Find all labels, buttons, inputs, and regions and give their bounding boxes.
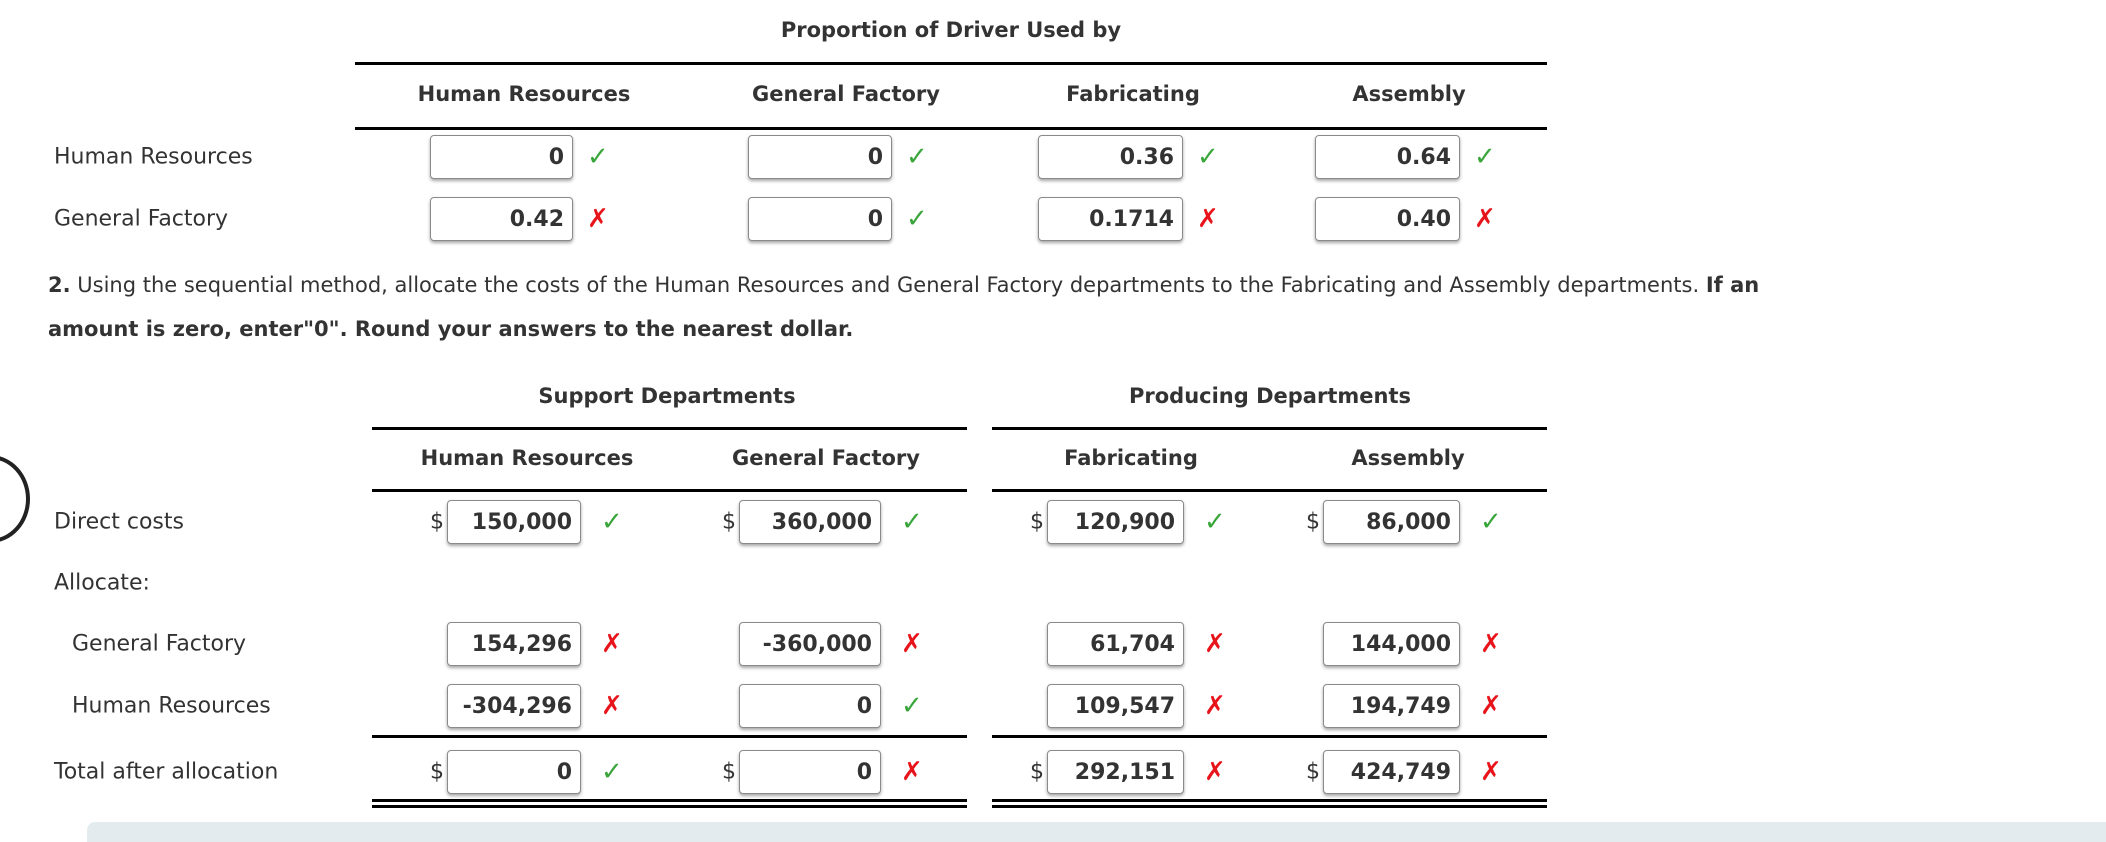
- check-icon: ✓: [1474, 142, 1496, 172]
- question-number: 2.: [48, 273, 71, 297]
- row-label-human-resources: Human Resources: [54, 144, 253, 170]
- amount-input[interactable]: 120,900: [1047, 500, 1184, 544]
- x-icon: ✗: [901, 629, 923, 659]
- column-header-fabricating: Fabricating: [1064, 446, 1198, 470]
- group-support-departments: Support Departments: [538, 384, 796, 408]
- row-label-general-factory: General Factory: [54, 206, 229, 232]
- table1-title: Proportion of Driver Used by: [780, 18, 1122, 42]
- amount-input[interactable]: 61,704: [1047, 622, 1184, 666]
- currency-symbol: $: [722, 759, 736, 785]
- x-icon: ✗: [1204, 691, 1226, 721]
- x-icon: ✗: [601, 629, 623, 659]
- amount-input[interactable]: 150,000: [447, 500, 581, 544]
- check-icon: ✓: [906, 204, 928, 234]
- total-double-rule: [992, 799, 1547, 802]
- column-header-fabricating: Fabricating: [1066, 82, 1200, 106]
- row-label-direct-costs: Direct costs: [54, 509, 184, 535]
- bottom-panel: [87, 822, 2106, 842]
- check-icon: ✓: [587, 142, 609, 172]
- amount-input[interactable]: -304,296: [447, 684, 581, 728]
- amount-input[interactable]: 0: [447, 750, 581, 794]
- total-double-rule: [992, 805, 1547, 808]
- proportion-input[interactable]: 0.40: [1315, 197, 1460, 241]
- x-icon: ✗: [601, 691, 623, 721]
- check-icon: ✓: [901, 507, 923, 537]
- proportion-input[interactable]: 0.36: [1038, 135, 1183, 179]
- divider: [355, 62, 1547, 65]
- x-icon: ✗: [901, 757, 923, 787]
- x-icon: ✗: [1197, 204, 1219, 234]
- row-label-total-after-allocation: Total after allocation: [54, 759, 279, 785]
- row-label-human-resources: Human Resources: [72, 693, 271, 719]
- currency-symbol: $: [1306, 509, 1320, 535]
- amount-input[interactable]: 109,547: [1047, 684, 1184, 728]
- divider: [992, 427, 1547, 430]
- check-icon: ✓: [906, 142, 928, 172]
- check-icon: ✓: [601, 507, 623, 537]
- x-icon: ✗: [1480, 757, 1502, 787]
- amount-input[interactable]: 292,151: [1047, 750, 1184, 794]
- amount-input[interactable]: 154,296: [447, 622, 581, 666]
- group-producing-departments: Producing Departments: [1129, 384, 1411, 408]
- column-header-human-resources: Human Resources: [420, 446, 634, 470]
- column-header-assembly: Assembly: [1352, 82, 1466, 106]
- instructions-line-2: amount is zero, enter"0". Round your ans…: [48, 317, 854, 341]
- divider: [355, 127, 1547, 130]
- proportion-input[interactable]: 0: [430, 135, 573, 179]
- x-icon: ✗: [1480, 691, 1502, 721]
- check-icon: ✓: [1204, 507, 1226, 537]
- subtotal-divider: [992, 735, 1547, 738]
- amount-input[interactable]: 360,000: [739, 500, 881, 544]
- currency-symbol: $: [1030, 759, 1044, 785]
- proportion-input[interactable]: 0.42: [430, 197, 573, 241]
- column-header-human-resources: Human Resources: [417, 82, 631, 106]
- currency-symbol: $: [430, 759, 444, 785]
- currency-symbol: $: [1030, 509, 1044, 535]
- total-double-rule: [372, 805, 967, 808]
- x-icon: ✗: [587, 204, 609, 234]
- proportion-input[interactable]: 0.64: [1315, 135, 1460, 179]
- currency-symbol: $: [722, 509, 736, 535]
- proportion-input[interactable]: 0: [748, 197, 892, 241]
- divider: [372, 489, 967, 492]
- amount-input[interactable]: 86,000: [1323, 500, 1460, 544]
- currency-symbol: $: [1306, 759, 1320, 785]
- x-icon: ✗: [1204, 757, 1226, 787]
- amount-input[interactable]: -360,000: [739, 622, 881, 666]
- amount-input[interactable]: 194,749: [1323, 684, 1460, 728]
- check-icon: ✓: [901, 691, 923, 721]
- row-label-general-factory: General Factory: [72, 631, 247, 657]
- instructions-bold: If an: [1705, 273, 1760, 297]
- x-icon: ✗: [1474, 204, 1496, 234]
- column-header-assembly: Assembly: [1351, 446, 1465, 470]
- amount-input[interactable]: 0: [739, 750, 881, 794]
- total-double-rule: [372, 799, 967, 802]
- subtotal-divider: [372, 735, 967, 738]
- allocate-label: Allocate:: [54, 570, 150, 596]
- instructions-text: Using the sequential method, allocate th…: [70, 273, 1706, 297]
- amount-input[interactable]: 144,000: [1323, 622, 1460, 666]
- amount-input[interactable]: 0: [739, 684, 881, 728]
- currency-symbol: $: [430, 509, 444, 535]
- check-icon: ✓: [601, 757, 623, 787]
- x-icon: ✗: [1204, 629, 1226, 659]
- divider: [372, 427, 967, 430]
- check-icon: ✓: [1197, 142, 1219, 172]
- check-icon: ✓: [1480, 507, 1502, 537]
- scroll-indicator-circle: [0, 455, 30, 543]
- column-header-general-factory: General Factory: [732, 446, 920, 470]
- divider: [992, 489, 1547, 492]
- x-icon: ✗: [1480, 629, 1502, 659]
- amount-input[interactable]: 424,749: [1323, 750, 1460, 794]
- proportion-input[interactable]: 0.1714: [1038, 197, 1183, 241]
- instructions-line-1: 2. Using the sequential method, allocate…: [48, 273, 1759, 297]
- proportion-input[interactable]: 0: [748, 135, 892, 179]
- column-header-general-factory: General Factory: [752, 82, 940, 106]
